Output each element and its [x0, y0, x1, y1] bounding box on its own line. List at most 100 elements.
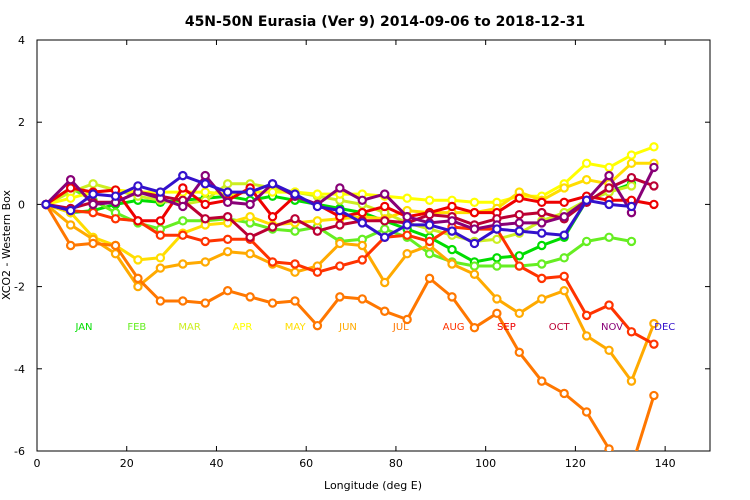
- data-point: [267, 222, 278, 232]
- data-point: [267, 298, 278, 308]
- legend-jul: JUL: [392, 322, 409, 333]
- data-point: [514, 347, 525, 358]
- data-point: [581, 195, 592, 205]
- data-point: [267, 179, 278, 189]
- data-point: [357, 240, 367, 251]
- x-tick-label: 120: [565, 457, 586, 470]
- x-tick-label: 140: [655, 457, 676, 470]
- series-line-jun: [45, 203, 656, 383]
- data-point: [155, 263, 166, 273]
- data-point: [65, 193, 76, 203]
- legend-aug: AUG: [443, 322, 465, 333]
- data-point: [492, 234, 502, 245]
- data-point: [424, 273, 435, 284]
- y-tick-label: 2: [18, 116, 25, 129]
- data-point: [245, 249, 255, 259]
- data-point: [380, 216, 390, 226]
- data-point: [133, 281, 143, 292]
- data-point: [245, 187, 255, 197]
- data-point: [245, 232, 255, 242]
- data-point: [469, 238, 480, 249]
- data-point: [222, 246, 233, 257]
- data-point: [290, 296, 300, 306]
- data-point: [537, 259, 547, 269]
- series-line-jul: [44, 203, 656, 451]
- series-line-aug: [45, 202, 655, 346]
- data-point: [357, 218, 367, 228]
- data-point: [267, 212, 278, 222]
- data-point: [380, 306, 390, 316]
- data-point: [537, 197, 547, 208]
- data-point: [626, 150, 637, 160]
- data-point: [88, 179, 98, 189]
- data-point: [267, 187, 278, 197]
- data-point: [380, 277, 390, 288]
- x-tick-label: 0: [34, 457, 41, 470]
- legend-jan: JAN: [74, 322, 92, 333]
- data-point: [514, 209, 525, 220]
- data-point: [65, 240, 76, 251]
- x-tick-label: 20: [120, 457, 134, 470]
- data-point: [604, 232, 614, 242]
- data-point: [133, 255, 143, 265]
- data-point: [514, 308, 525, 319]
- legend-apr: APR: [232, 322, 252, 333]
- plot-frame: [36, 39, 711, 452]
- data-point: [559, 286, 569, 296]
- data-point: [559, 197, 569, 208]
- data-point: [604, 444, 614, 451]
- data-point: [514, 218, 525, 228]
- data-point: [514, 193, 525, 203]
- data-point: [155, 253, 166, 263]
- data-point: [245, 212, 255, 222]
- data-point: [537, 240, 547, 251]
- month-legend: JAN FEB MAR APR MAY JUN JUL AUG SEP OCT NOV DEC: [74, 322, 675, 333]
- data-point: [402, 193, 412, 203]
- data-point: [424, 249, 435, 259]
- data-point: [222, 234, 233, 245]
- data-point: [559, 253, 569, 263]
- data-point: [65, 175, 76, 185]
- data-point: [626, 201, 637, 212]
- data-point: [402, 212, 412, 222]
- data-point: [178, 216, 188, 226]
- data-point: [469, 323, 480, 333]
- data-point: [559, 183, 569, 193]
- data-point: [492, 308, 502, 319]
- series-line-nov: [44, 166, 656, 231]
- series-jun: [41, 199, 659, 386]
- data-point: [581, 175, 592, 185]
- data-point: [312, 320, 323, 331]
- data-point: [604, 300, 614, 310]
- data-point: [245, 199, 255, 210]
- data-point: [335, 292, 345, 302]
- legend-dec: DEC: [654, 322, 675, 333]
- data-point: [200, 298, 210, 308]
- data-point: [155, 187, 166, 197]
- data-point: [222, 286, 233, 296]
- data-point: [357, 255, 367, 265]
- data-point: [312, 189, 323, 199]
- data-point: [200, 187, 210, 197]
- data-point: [88, 189, 98, 199]
- data-point: [222, 187, 233, 197]
- data-point: [447, 244, 457, 255]
- y-tick-label: -6: [14, 445, 25, 458]
- data-point: [380, 232, 390, 242]
- data-point: [88, 238, 98, 249]
- data-point: [626, 172, 637, 183]
- legend-nov: NOV: [601, 322, 623, 333]
- x-tick-label: 60: [299, 457, 313, 470]
- data-point: [447, 201, 457, 212]
- data-point: [200, 236, 210, 247]
- data-point: [604, 183, 614, 193]
- data-point: [447, 216, 457, 226]
- data-point: [65, 220, 76, 230]
- y-tick-label: -2: [14, 281, 25, 294]
- x-axis-label: Longitude (deg E): [324, 479, 422, 492]
- data-point: [335, 183, 345, 193]
- legend-mar: MAR: [178, 322, 200, 333]
- x-tick-label: 40: [209, 457, 223, 470]
- data-point: [312, 201, 323, 212]
